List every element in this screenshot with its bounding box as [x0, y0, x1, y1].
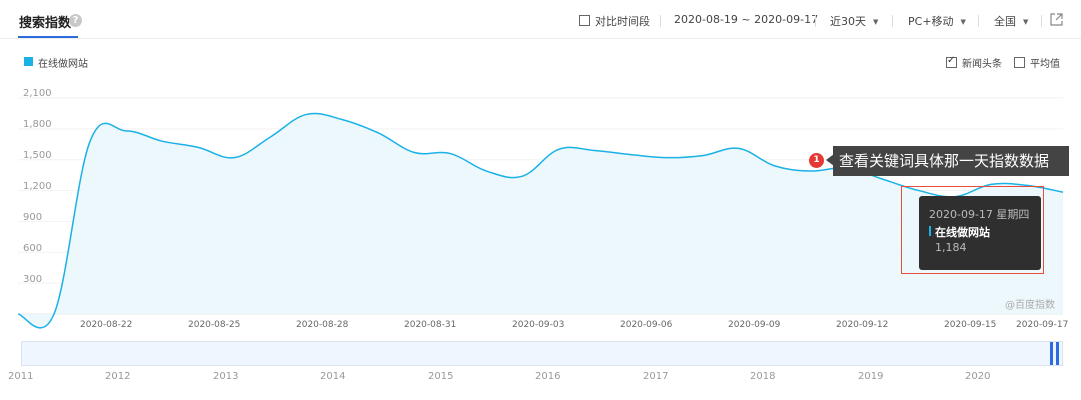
- year-tick-label: 2019: [858, 371, 884, 382]
- data-point[interactable]: [628, 152, 634, 158]
- data-point[interactable]: [592, 147, 598, 153]
- data-point[interactable]: [159, 138, 165, 144]
- compare-label: 对比时间段: [595, 15, 650, 28]
- y-tick-label: 300: [23, 274, 43, 285]
- data-point[interactable]: [303, 111, 309, 117]
- data-point[interactable]: [483, 168, 489, 174]
- data-point[interactable]: [195, 144, 201, 150]
- x-tick-label: 2020-09-03: [512, 320, 565, 330]
- y-tick-label: 1,500: [23, 150, 52, 161]
- year-tick-label: 2018: [750, 371, 776, 382]
- series-area: [18, 113, 1063, 328]
- data-point[interactable]: [15, 311, 21, 317]
- time-range-selector[interactable]: [21, 341, 1063, 366]
- data-point[interactable]: [231, 155, 237, 161]
- data-tooltip: 2020-09-17 星期四 在线做网站 1,184: [919, 196, 1041, 270]
- region-value: 全国: [994, 15, 1016, 28]
- data-point[interactable]: [339, 117, 345, 123]
- tooltip-series-marker: [929, 226, 931, 236]
- x-tick-label: 2020-08-22: [80, 320, 133, 330]
- region-select[interactable]: 全国 ▼: [994, 13, 1028, 29]
- year-tick-label: 2012: [105, 371, 131, 382]
- data-point[interactable]: [1060, 189, 1066, 195]
- news-label: 新闻头条: [962, 59, 1002, 70]
- average-checkbox[interactable]: [1014, 57, 1025, 68]
- compare-checkbox[interactable]: [579, 15, 590, 26]
- year-tick-label: 2013: [213, 371, 239, 382]
- device-value: PC+移动: [908, 15, 954, 28]
- period-value: 近30天: [830, 15, 866, 28]
- chevron-down-icon: ▼: [960, 18, 966, 26]
- separator: [660, 15, 661, 27]
- data-point[interactable]: [411, 150, 417, 156]
- date-range-picker[interactable]: 2020-08-19 ~ 2020-09-17: [674, 13, 819, 26]
- separator: [892, 15, 893, 27]
- x-tick-label: 2020-09-06: [620, 320, 673, 330]
- year-tick-label: 2011: [8, 371, 34, 382]
- y-tick-label: 2,100: [23, 88, 52, 99]
- data-point[interactable]: [87, 138, 93, 144]
- annotation-arrow: [826, 154, 834, 166]
- y-tick-label: 600: [23, 243, 43, 254]
- x-tick-label: 2020-09-09: [728, 320, 781, 330]
- x-tick-label: 2020-09-12: [836, 320, 889, 330]
- data-point[interactable]: [880, 176, 886, 182]
- header-divider: [0, 38, 1081, 39]
- average-label: 平均值: [1030, 59, 1060, 70]
- tab-active-indicator: [18, 36, 78, 38]
- data-point[interactable]: [736, 145, 742, 151]
- x-tick-label: 2020-09-15: [944, 320, 997, 330]
- news-headline-toggle[interactable]: 新闻头条: [946, 55, 1002, 70]
- year-tick-label: 2016: [535, 371, 561, 382]
- average-toggle[interactable]: 平均值: [1014, 55, 1060, 70]
- annotation-callout: 查看关键词具体那一天指数数据: [833, 146, 1069, 176]
- data-point[interactable]: [772, 163, 778, 169]
- legend-series-label[interactable]: 在线做网站: [38, 59, 88, 70]
- period-select[interactable]: 近30天 ▼: [830, 13, 878, 29]
- tooltip-series-name: 在线做网站: [935, 226, 990, 239]
- watermark: @百度指数: [1005, 300, 1055, 311]
- data-point[interactable]: [375, 130, 381, 136]
- data-point[interactable]: [447, 151, 453, 157]
- x-tick-label: 2020-08-25: [188, 320, 241, 330]
- y-tick-label: 900: [23, 212, 43, 223]
- highlight-box: [901, 186, 1044, 274]
- data-point[interactable]: [123, 128, 129, 134]
- year-tick-label: 2017: [643, 371, 669, 382]
- chevron-down-icon: ▼: [873, 18, 879, 26]
- external-link-icon[interactable]: [1050, 13, 1063, 26]
- data-point[interactable]: [51, 311, 57, 317]
- tab-search-index[interactable]: 搜索指数: [19, 16, 72, 31]
- range-handle-left[interactable]: [1050, 342, 1053, 365]
- chevron-down-icon: ▼: [1023, 18, 1029, 26]
- help-icon[interactable]: ?: [69, 14, 82, 27]
- year-tick-label: 2014: [320, 371, 346, 382]
- series-line[interactable]: [17, 112, 1064, 329]
- news-checkbox[interactable]: [946, 55, 957, 68]
- separator: [815, 15, 816, 27]
- data-point[interactable]: [519, 173, 525, 179]
- tooltip-value: 1,184: [935, 241, 967, 254]
- tooltip-date: 2020-09-17 星期四: [929, 208, 1030, 221]
- range-handle-right[interactable]: [1056, 342, 1059, 365]
- year-tick-label: 2015: [428, 371, 454, 382]
- data-point[interactable]: [664, 155, 670, 161]
- data-point[interactable]: [267, 134, 273, 140]
- year-tick-label: 2020: [965, 371, 991, 382]
- x-tick-label: 2020-08-28: [296, 320, 349, 330]
- y-tick-label: 1,800: [23, 119, 52, 130]
- x-tick-label: 2020-09-17: [1016, 320, 1069, 330]
- compare-period-toggle[interactable]: 对比时间段: [579, 13, 650, 29]
- separator: [1041, 15, 1042, 27]
- x-tick-label: 2020-08-31: [404, 320, 457, 330]
- data-point[interactable]: [700, 153, 706, 159]
- annotation-badge: 1: [809, 153, 824, 168]
- separator: [978, 15, 979, 27]
- y-tick-label: 1,200: [23, 181, 52, 192]
- device-select[interactable]: PC+移动 ▼: [908, 13, 966, 29]
- legend-swatch: [24, 57, 33, 66]
- data-point[interactable]: [556, 146, 562, 152]
- data-point[interactable]: [808, 168, 814, 174]
